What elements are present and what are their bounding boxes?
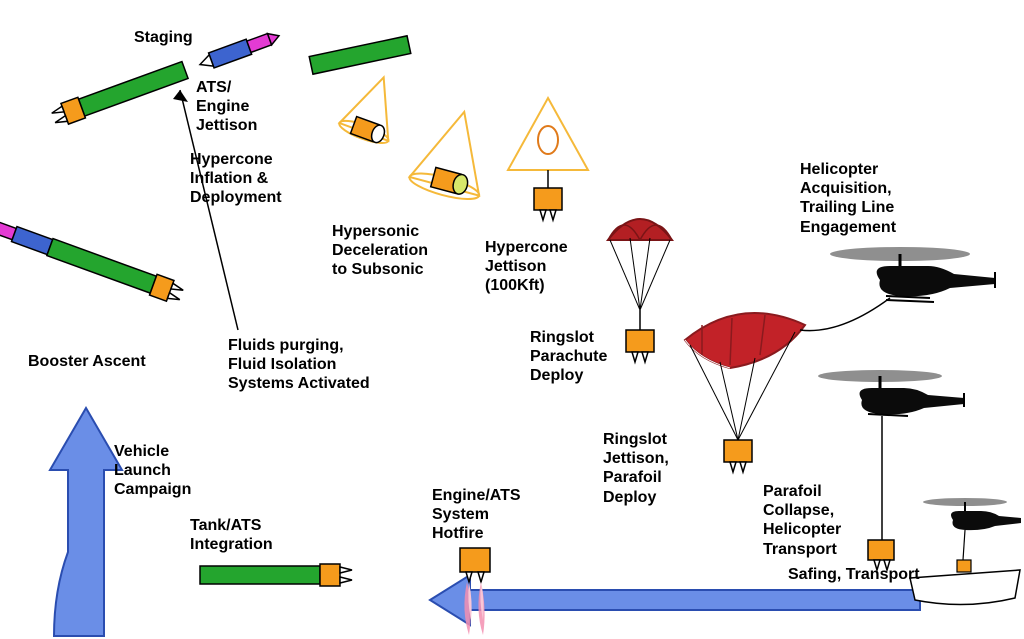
hypercone-3 (508, 98, 588, 220)
label-staging: Staging (134, 28, 193, 47)
label-booster-ascent: Booster Ascent (28, 352, 146, 371)
tank-ats-stage (200, 564, 352, 586)
parafoil (685, 313, 805, 472)
label-tank-ats: Tank/ATS Integration (190, 516, 273, 554)
label-safing: Safing, Transport (788, 565, 920, 584)
label-hypercone-jettison: Hypercone Jettison (100Kft) (485, 238, 568, 296)
label-parafoil-collapse: Parafoil Collapse, Helicopter Transport (763, 482, 841, 559)
hypercone-2 (407, 103, 499, 205)
label-fluids: Fluids purging, Fluid Isolation Systems … (228, 336, 370, 394)
jettisoned-stage (309, 36, 411, 74)
label-ats-jettison: ATS/ Engine Jettison (196, 78, 257, 136)
ringslot-parachute (608, 219, 672, 362)
label-ringslot-jettison: Ringslot Jettison, Parafoil Deploy (603, 430, 669, 507)
label-hypercone-inflation: Hypercone Inflation & Deployment (190, 150, 282, 208)
hypercone-1 (337, 69, 408, 148)
label-heli-acquisition: Helicopter Acquisition, Trailing Line En… (800, 160, 896, 237)
label-ringslot-deploy: Ringslot Parachute Deploy (530, 328, 607, 386)
booster-ascent-rocket (0, 211, 185, 306)
label-hypersonic: Hypersonic Deceleration to Subsonic (332, 222, 428, 280)
label-vehicle-launch: Vehicle Launch Campaign (114, 442, 191, 500)
label-engine-hotfire: Engine/ATS System Hotfire (432, 486, 521, 544)
helicopter-acquire (800, 247, 995, 331)
helicopter-ship (910, 498, 1021, 605)
